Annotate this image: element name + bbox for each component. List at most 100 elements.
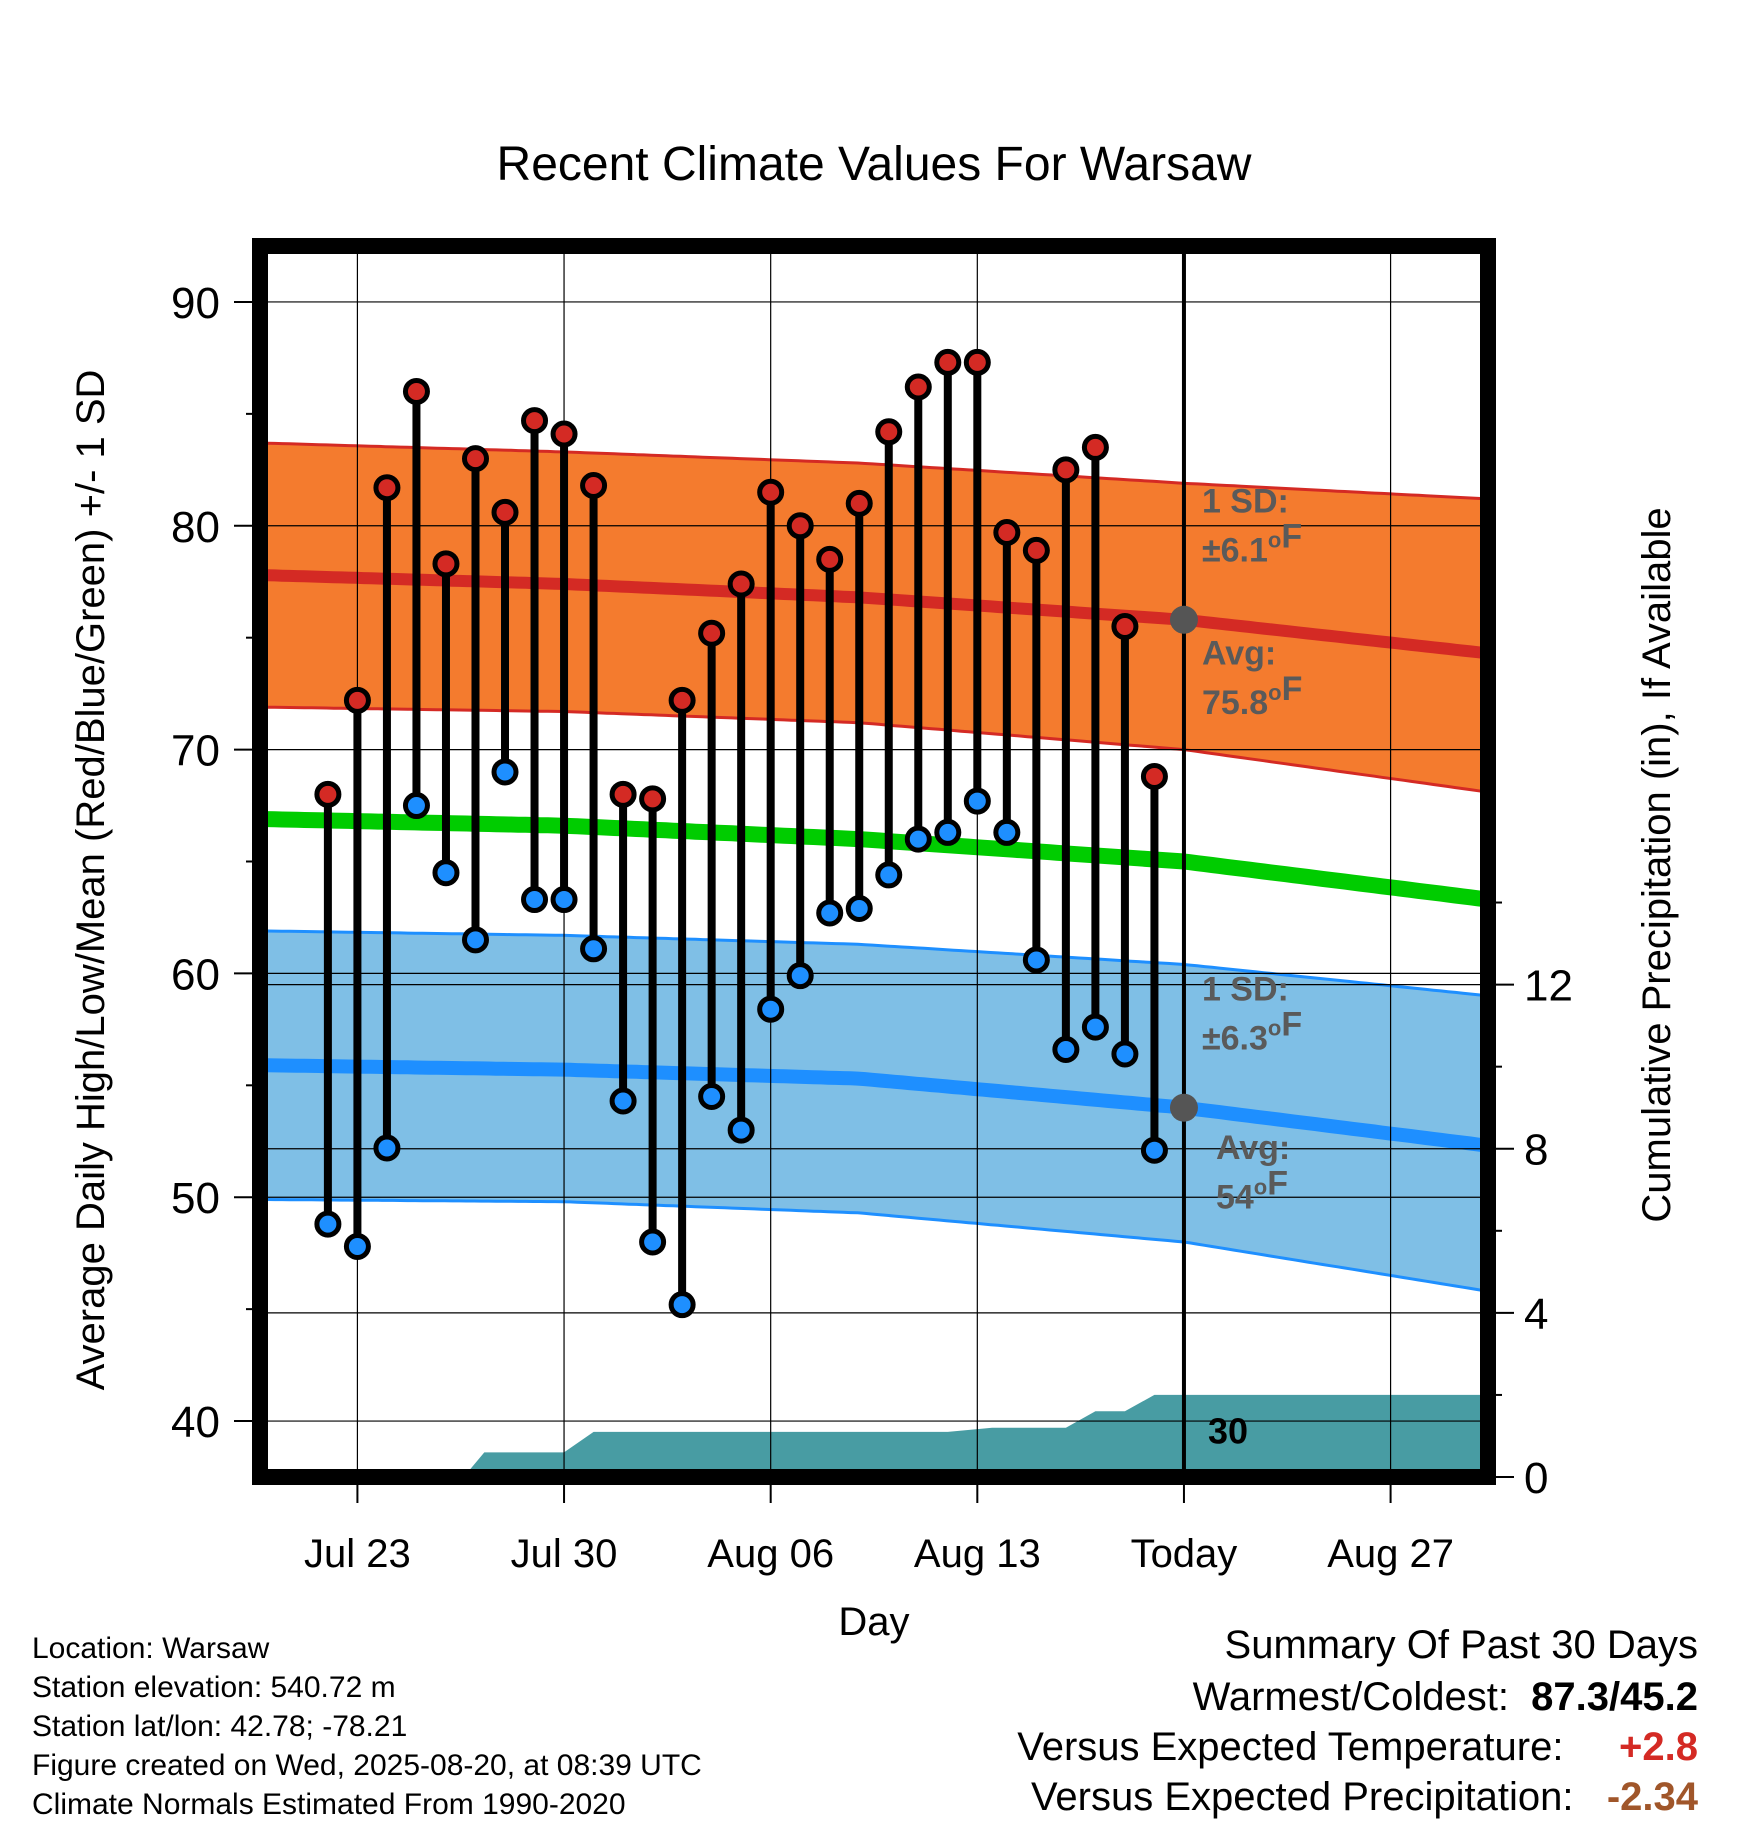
daily-low-point xyxy=(1052,1036,1080,1064)
today-low-avg-marker xyxy=(1169,1093,1198,1122)
daily-high-point xyxy=(786,512,814,540)
daily-high-point xyxy=(1111,612,1139,640)
x-tick-label: Aug 06 xyxy=(707,1532,834,1576)
high-sd-value: ±6.1oF xyxy=(1202,518,1302,570)
y2-axis-label: Cumulative Precipitation (in), If Availa… xyxy=(1635,507,1679,1222)
daily-low-point xyxy=(373,1134,401,1162)
daily-low-point xyxy=(875,861,903,889)
high-upper-line xyxy=(260,441,1486,501)
footer-created: Figure created on Wed, 2025-08-20, at 08… xyxy=(32,1749,702,1782)
daily-high-point xyxy=(963,348,991,376)
daily-low-point xyxy=(521,886,549,914)
y-tick-label: 50 xyxy=(171,1174,220,1223)
daily-low-point xyxy=(1111,1040,1139,1068)
summary-temp: Versus Expected Temperature: +2.8 xyxy=(1017,1725,1698,1770)
footer-elevation: Station elevation: 540.72 m xyxy=(32,1671,396,1704)
daily-high-point xyxy=(609,780,637,808)
daily-low-point xyxy=(993,818,1021,846)
low-lower-line xyxy=(260,1198,1486,1293)
daily-low-point xyxy=(786,962,814,990)
daily-high-point xyxy=(343,686,371,714)
footer-location: Location: Warsaw xyxy=(32,1632,270,1665)
daily-high-point xyxy=(698,619,726,647)
daily-high-point xyxy=(1081,433,1109,461)
y-tick-label: 80 xyxy=(171,503,220,552)
daily-high-point xyxy=(402,377,430,405)
daily-high-point xyxy=(1052,456,1080,484)
daily-high-point xyxy=(1140,762,1168,790)
daily-low-point xyxy=(639,1228,667,1256)
daily-low-point xyxy=(963,787,991,815)
daily-low-point xyxy=(934,818,962,846)
y2-tick-label: 4 xyxy=(1524,1290,1548,1339)
daily-high-point xyxy=(580,471,608,499)
low-avg-label: Avg: xyxy=(1216,1129,1290,1167)
daily-high-point xyxy=(875,418,903,446)
high-avg-value: 75.8oF xyxy=(1202,670,1302,722)
daily-low-point xyxy=(904,825,932,853)
today-high-avg-marker xyxy=(1169,605,1198,634)
y2-tick-label: 0 xyxy=(1524,1454,1548,1503)
low-sd-value: ±6.3oF xyxy=(1202,1006,1302,1058)
daily-high-point xyxy=(1022,536,1050,564)
daily-high-point xyxy=(993,518,1021,546)
summary-warm-cold-label: Warmest/Coldest: xyxy=(1192,1675,1509,1719)
precip-days-count: 30 xyxy=(1208,1410,1248,1451)
daily-low-point xyxy=(1022,946,1050,974)
summary-precip: Versus Expected Precipitation: -2.34 xyxy=(1031,1775,1698,1820)
y2-tick-label: 12 xyxy=(1524,962,1573,1011)
summary-heading: Summary Of Past 30 Days xyxy=(1224,1623,1698,1667)
high-sd-label: 1 SD: xyxy=(1202,482,1289,520)
low-sd-label: 1 SD: xyxy=(1202,970,1289,1008)
summary-warm-cold-value: 87.3/45.2 xyxy=(1531,1675,1698,1719)
daily-high-point xyxy=(550,420,578,448)
daily-low-point xyxy=(698,1083,726,1111)
x-tick-label: Today xyxy=(1131,1532,1238,1576)
mean-avg-line xyxy=(260,811,1486,908)
high-lower-line xyxy=(260,705,1486,794)
daily-high-point xyxy=(727,570,755,598)
daily-low-point xyxy=(1081,1013,1109,1041)
summary-temp-label: Versus Expected Temperature: xyxy=(1017,1725,1564,1769)
footer-latlon: Station lat/lon: 42.78; -78.21 xyxy=(32,1710,408,1743)
daily-low-point xyxy=(609,1087,637,1115)
precip-area xyxy=(260,1394,1488,1477)
y-tick-label: 70 xyxy=(171,727,220,776)
daily-low-point xyxy=(668,1291,696,1319)
daily-low-point xyxy=(491,758,519,786)
daily-high-point xyxy=(314,780,342,808)
daily-high-point xyxy=(757,478,785,506)
y-tick-label: 60 xyxy=(171,950,220,999)
daily-high-point xyxy=(639,785,667,813)
x-tick-label: Aug 13 xyxy=(914,1532,1041,1576)
x-tick-label: Jul 30 xyxy=(511,1532,618,1576)
x-tick-label: Aug 27 xyxy=(1327,1532,1454,1576)
high-avg-label: Avg: xyxy=(1202,635,1276,673)
daily-high-point xyxy=(934,348,962,376)
summary-precip-value: -2.34 xyxy=(1606,1775,1698,1819)
high-avg-line xyxy=(260,569,1486,659)
daily-low-point xyxy=(580,935,608,963)
daily-low-point xyxy=(816,899,844,927)
daily-high-point xyxy=(816,545,844,573)
daily-low-point xyxy=(314,1210,342,1238)
daily-high-point xyxy=(432,550,460,578)
daily-low-point xyxy=(727,1116,755,1144)
x-axis-label: Day xyxy=(838,1600,909,1644)
y-tick-label: 90 xyxy=(171,279,220,328)
summary-temp-value: +2.8 xyxy=(1619,1725,1698,1769)
daily-low-point xyxy=(343,1232,371,1260)
x-tick-label: Jul 23 xyxy=(304,1532,411,1576)
daily-low-point xyxy=(461,926,489,954)
footer-normals: Climate Normals Estimated From 1990-2020 xyxy=(32,1788,626,1821)
daily-low-point xyxy=(1140,1136,1168,1164)
daily-high-point xyxy=(491,498,519,526)
daily-high-point xyxy=(521,407,549,435)
daily-low-point xyxy=(757,995,785,1023)
y-axis-label: Average Daily High/Low/Mean (Red/Blue/Gr… xyxy=(69,370,113,1391)
daily-low-point xyxy=(550,886,578,914)
y2-tick-label: 8 xyxy=(1524,1126,1548,1175)
daily-low-point xyxy=(845,895,873,923)
